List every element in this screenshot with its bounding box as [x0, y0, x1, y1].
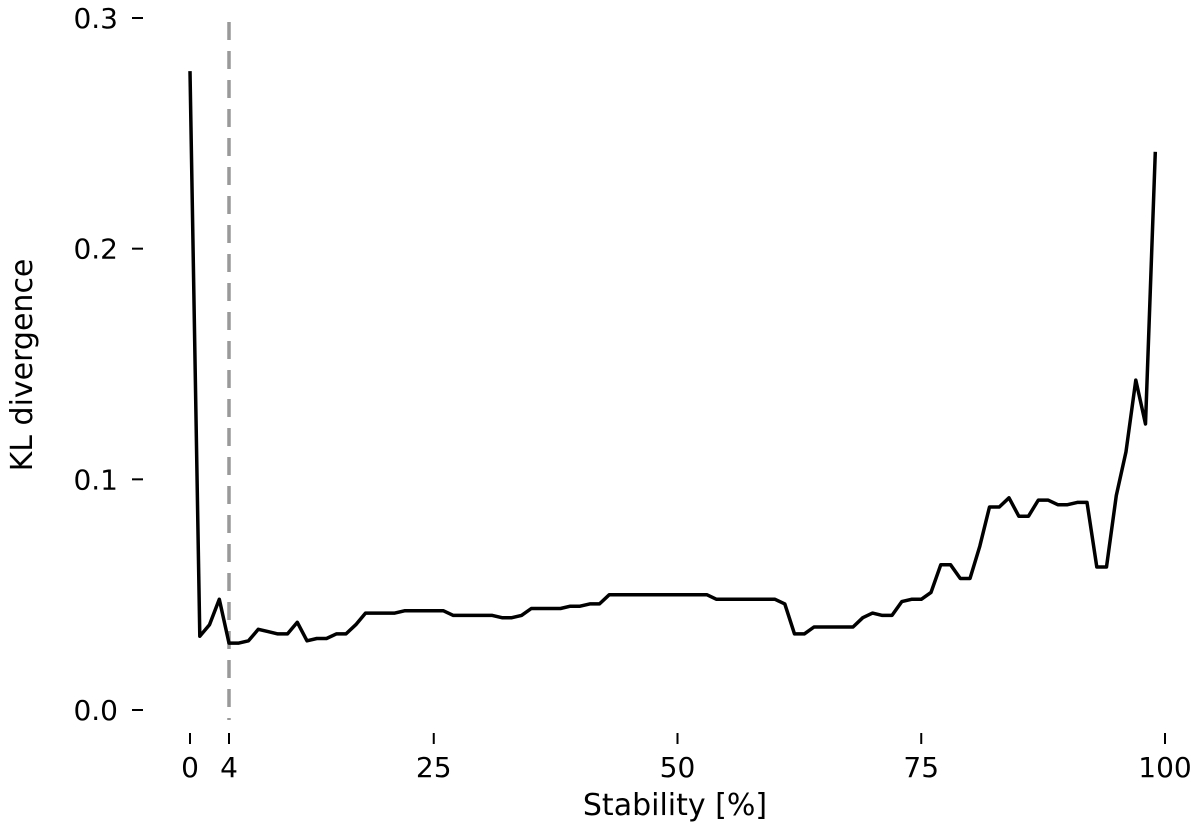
x-tick-label: 100 [1138, 751, 1191, 784]
x-tick-label: 25 [416, 751, 452, 784]
x-axis: 0 4 25 50 75 100 [181, 733, 1192, 784]
x-tick-label: 4 [220, 751, 238, 784]
x-tick-label: 0 [181, 751, 199, 784]
y-tick-label: 0.3 [73, 2, 118, 35]
y-axis: 0.0 0.1 0.2 0.3 [73, 2, 143, 727]
series-layer [188, 71, 1158, 645]
y-tick-label: 0.2 [73, 233, 118, 266]
x-tick-label: 75 [903, 751, 939, 784]
y-axis-label: KL divergence [5, 259, 40, 472]
y-tick-label: 0.0 [73, 694, 118, 727]
x-tick-label: 50 [660, 751, 696, 784]
y-tick-label: 0.1 [73, 463, 118, 496]
kl-divergence-series-line [188, 71, 1158, 645]
x-axis-label: Stability [%] [583, 788, 767, 823]
